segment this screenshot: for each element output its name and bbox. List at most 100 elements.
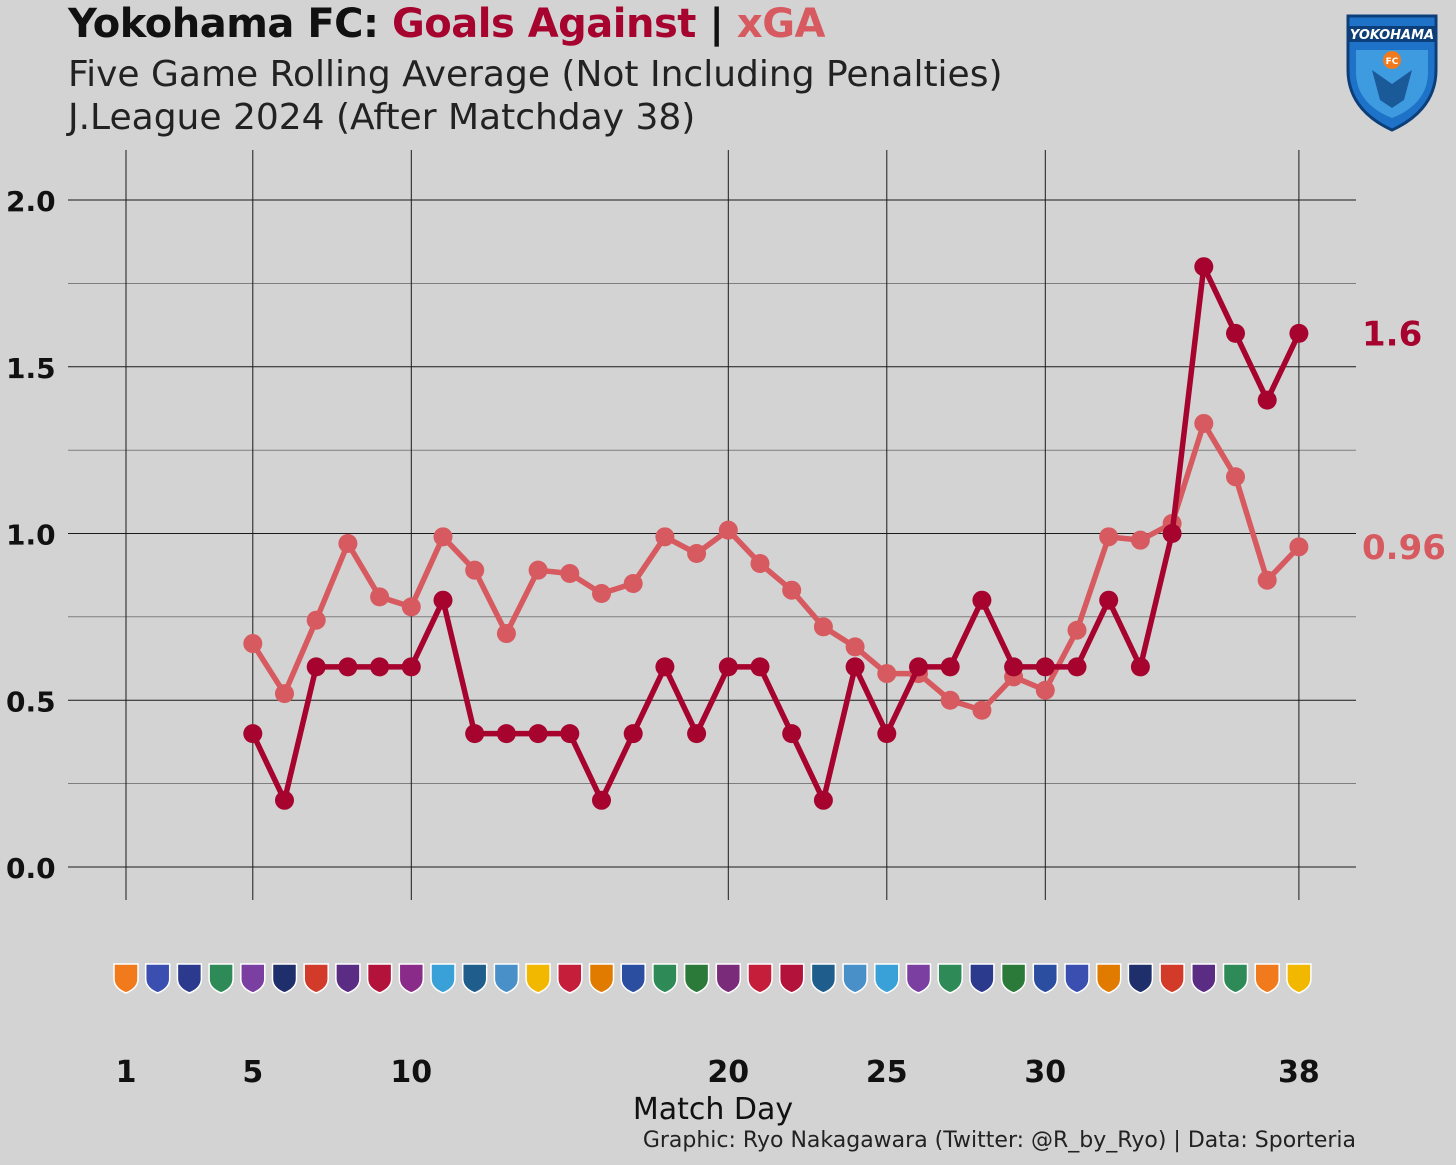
- data-point: [623, 724, 643, 744]
- data-point: [496, 724, 516, 744]
- data-point: [623, 574, 643, 594]
- data-point: [909, 657, 928, 677]
- data-point: [1035, 680, 1055, 700]
- data-point: [813, 790, 833, 810]
- opponent-badge-icon: [1286, 963, 1312, 994]
- y-tick-label: 1.0: [6, 519, 56, 552]
- data-point: [782, 580, 802, 600]
- x-tick-label: 38: [1278, 1055, 1320, 1090]
- opponent-badge-icon: [1064, 963, 1090, 994]
- data-point: [528, 724, 548, 744]
- data-point: [433, 590, 453, 610]
- data-point: [306, 610, 326, 630]
- data-point: [877, 664, 897, 684]
- opponent-badge-icon: [1127, 963, 1154, 994]
- data-point: [401, 597, 421, 617]
- data-point: [1067, 657, 1087, 677]
- opponent-badge-icon: [1032, 963, 1059, 994]
- data-point: [718, 657, 738, 677]
- data-point: [401, 657, 421, 677]
- opponent-badge-icon: [620, 963, 646, 994]
- data-point: [338, 534, 358, 554]
- data-point: [750, 554, 770, 574]
- opponent-badge-icon: [557, 963, 583, 994]
- data-point: [718, 520, 738, 540]
- end-labels: 1.6 0.96: [1362, 314, 1446, 567]
- data-point: [560, 564, 580, 584]
- data-point: [1099, 527, 1119, 547]
- opponent-badge-icon: [1254, 963, 1280, 994]
- data-point: [528, 560, 548, 580]
- data-point: [972, 700, 992, 720]
- opponent-badge-icon: [176, 963, 203, 994]
- data-point: [465, 560, 485, 580]
- data-point: [1099, 590, 1119, 610]
- data-point: [940, 657, 960, 677]
- x-tick-label: 20: [707, 1055, 749, 1090]
- opponent-badge-icon: [969, 963, 995, 994]
- data-point: [496, 624, 516, 644]
- data-point: [655, 657, 675, 677]
- opponent-badge-icon: [874, 963, 900, 994]
- opponent-badge-icon: [335, 963, 361, 994]
- data-point: [1289, 537, 1309, 557]
- data-point: [1004, 657, 1024, 677]
- opponent-badge-icon: [683, 963, 710, 994]
- opponent-badge-icon: [1159, 963, 1185, 994]
- series-line-goals-against: [250, 263, 1302, 804]
- opponent-badge-icon: [271, 963, 298, 994]
- data-point: [972, 590, 992, 610]
- y-tick-label: 0.0: [6, 852, 56, 885]
- opponent-badge-icon: [652, 963, 678, 994]
- opponent-badge-icon: [398, 963, 425, 994]
- data-point: [592, 790, 611, 810]
- x-tick-label: 10: [390, 1055, 432, 1090]
- opponent-badge-icon: [747, 963, 773, 994]
- data-point: [845, 657, 865, 677]
- data-point: [1289, 323, 1309, 343]
- data-point: [370, 657, 390, 677]
- data-point: [1257, 390, 1277, 410]
- data-point: [243, 634, 263, 654]
- crest-emblem-text: FC: [1386, 57, 1399, 67]
- title-separator: |: [709, 1, 724, 47]
- data-point: [813, 617, 833, 637]
- data-point: [592, 584, 611, 604]
- opponent-badge-icon: [1191, 963, 1217, 994]
- opponent-badge-icon: [1000, 963, 1027, 994]
- opponent-badge-icon: [937, 963, 963, 994]
- data-point: [306, 657, 326, 677]
- x-tick-label: 25: [866, 1055, 908, 1090]
- opponent-badge-icon: [778, 963, 805, 994]
- club-crest-icon: FC YOKOHAMA: [1346, 14, 1438, 132]
- data-point: [687, 544, 707, 564]
- data-point: [1130, 530, 1150, 550]
- x-axis-ticks: 1 5 10 20 25 30 38: [116, 1055, 1320, 1090]
- x-tick-label: 5: [242, 1055, 263, 1090]
- data-point: [433, 527, 453, 547]
- title-team: Yokohama FC:: [68, 1, 379, 47]
- title-goals-against: Goals Against: [391, 1, 696, 47]
- data-point: [1035, 657, 1055, 677]
- y-tick-label: 1.5: [6, 352, 56, 385]
- end-label: 0.96: [1362, 528, 1446, 568]
- data-point: [1130, 657, 1150, 677]
- data-point: [243, 724, 263, 744]
- x-tick-label: 30: [1024, 1055, 1066, 1090]
- data-point: [845, 637, 865, 657]
- data-point: [275, 790, 294, 810]
- chart-title: Yokohama FC: Goals Against | xGA: [68, 0, 826, 48]
- opponent-badge-icon: [208, 963, 234, 994]
- end-label: 1.6: [1362, 314, 1422, 354]
- data-point: [338, 657, 358, 677]
- data-point: [370, 587, 390, 607]
- data-point: [1226, 467, 1245, 487]
- opponent-badge-icon: [461, 963, 488, 994]
- y-tick-label: 0.5: [6, 685, 56, 718]
- y-axis-ticks: 0.0 0.5 1.0 1.5 2.0: [6, 185, 56, 885]
- opponent-badge-icon: [588, 963, 615, 994]
- opponent-badge-icon: [842, 963, 868, 994]
- x-axis-label: Match Day: [633, 1092, 793, 1127]
- caption: Graphic: Ryo Nakagawara (Twitter: @R_by_…: [642, 1128, 1356, 1153]
